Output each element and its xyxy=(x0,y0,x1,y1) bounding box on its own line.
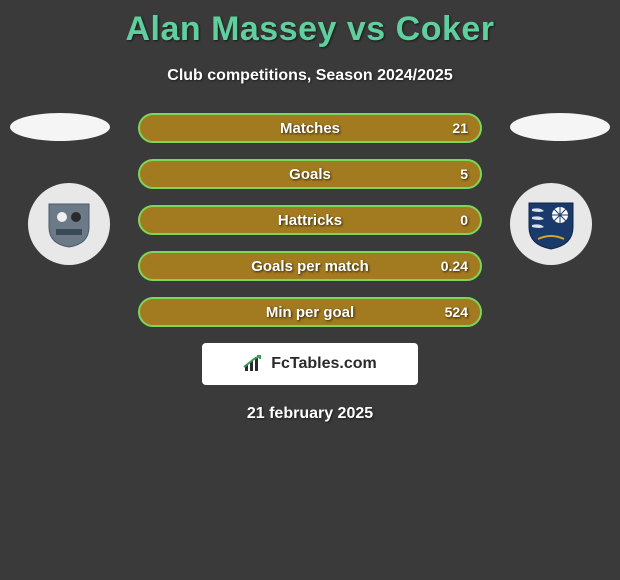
player-right-club-badge xyxy=(510,183,592,265)
stat-bars: Matches 21 Goals 5 Hattricks 0 Goals per match… xyxy=(138,113,482,327)
stat-row: Goals 5 xyxy=(138,159,482,189)
stat-label: Matches xyxy=(280,120,340,137)
site-label: FcTables.com xyxy=(271,355,377,373)
shield-icon xyxy=(518,191,584,257)
stat-right-value: 21 xyxy=(452,120,468,136)
stat-row: Hattricks 0 xyxy=(138,205,482,235)
stat-right-value: 524 xyxy=(445,304,468,320)
player-left-club-badge xyxy=(28,183,110,265)
stat-label: Goals xyxy=(289,166,331,183)
stat-label: Hattricks xyxy=(278,212,342,229)
stat-right-value: 5 xyxy=(460,166,468,182)
stat-right-value: 0.24 xyxy=(441,258,468,274)
date-label: 21 february 2025 xyxy=(0,405,620,423)
player-right-avatar-placeholder xyxy=(510,113,610,141)
bar-chart-icon xyxy=(243,355,265,373)
comparison-area: Matches 21 Goals 5 Hattricks 0 Goals per match… xyxy=(0,113,620,423)
site-attribution: FcTables.com xyxy=(202,343,418,385)
stat-label: Goals per match xyxy=(251,258,369,275)
stat-label: Min per goal xyxy=(266,304,354,321)
stat-right-value: 0 xyxy=(460,212,468,228)
stat-row: Matches 21 xyxy=(138,113,482,143)
stat-row: Goals per match 0.24 xyxy=(138,251,482,281)
page-title: Alan Massey vs Coker xyxy=(0,0,620,49)
page-subtitle: Club competitions, Season 2024/2025 xyxy=(0,67,620,85)
player-left-avatar-placeholder xyxy=(10,113,110,141)
stat-row: Min per goal 524 xyxy=(138,297,482,327)
shield-icon xyxy=(36,191,102,257)
